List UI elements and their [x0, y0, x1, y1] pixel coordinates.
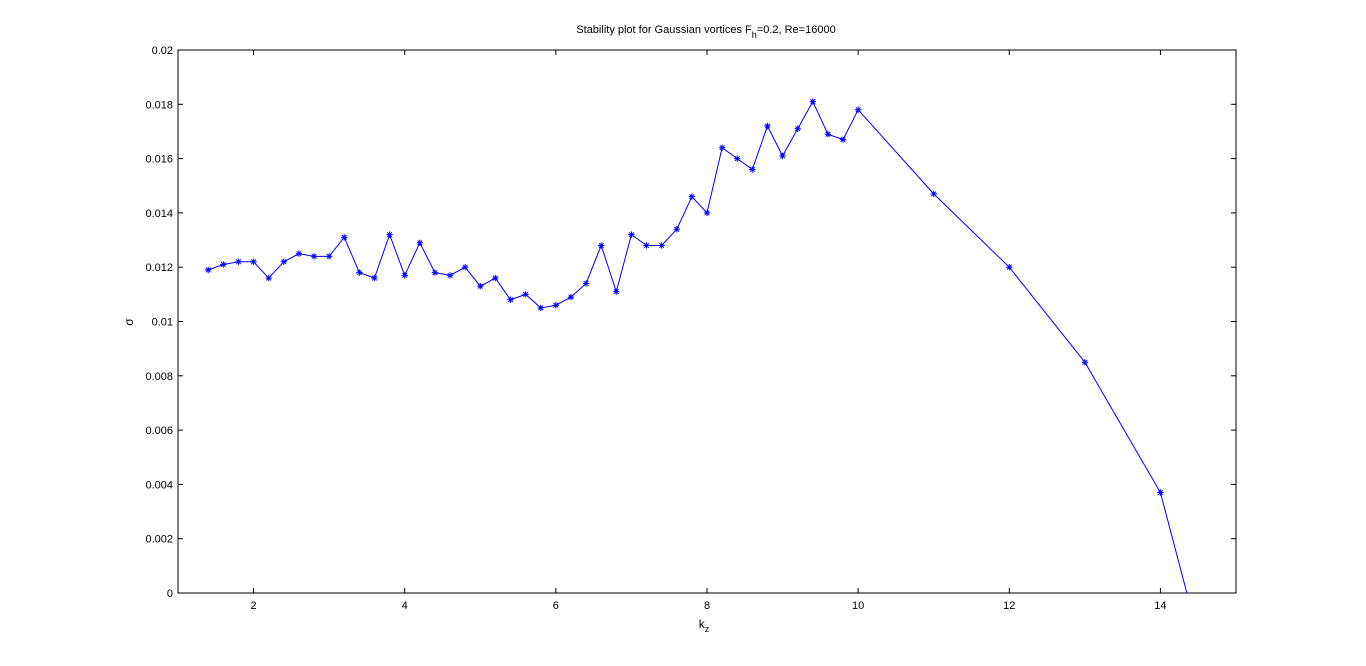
- data-point: [734, 155, 741, 162]
- y-tick-label: 0.006: [145, 425, 173, 437]
- data-point: [386, 231, 393, 238]
- chart-title-suffix: =0.2, Re=16000: [757, 24, 836, 36]
- y-tick-label: 0.012: [145, 262, 173, 274]
- data-point: [492, 274, 499, 282]
- data-series: [205, 98, 1188, 594]
- data-point: [265, 274, 272, 282]
- x-tick-label: 14: [1154, 600, 1166, 612]
- data-point: [567, 293, 575, 301]
- x-tick-label: 8: [704, 600, 710, 612]
- y-tick-label: 0.018: [145, 99, 173, 111]
- data-point: [613, 288, 620, 295]
- y-tick-label: 0: [167, 588, 173, 600]
- data-point: [794, 125, 801, 132]
- x-tick-label: 2: [251, 600, 257, 612]
- data-point: [310, 253, 318, 260]
- data-point: [703, 209, 711, 217]
- data-point: [220, 261, 227, 268]
- data-point: [446, 272, 454, 279]
- data-point: [356, 269, 363, 276]
- data-point: [1081, 359, 1089, 366]
- data-point: [477, 283, 484, 290]
- data-point: [507, 296, 514, 303]
- x-axis-ticks: 2 4 6 8 10 12 14: [251, 50, 1167, 612]
- y-tick-label: 0.02: [152, 45, 173, 57]
- x-tick-label: 12: [1003, 600, 1015, 612]
- data-point: [371, 274, 378, 282]
- data-point: [658, 242, 665, 249]
- data-point: [325, 253, 333, 260]
- data-point: [628, 231, 635, 238]
- data-point: [235, 258, 242, 265]
- data-point: [854, 106, 862, 113]
- data-point: [341, 234, 348, 241]
- y-tick-label: 0.014: [145, 208, 173, 220]
- plot-area: [177, 49, 1237, 594]
- data-point: [809, 98, 816, 105]
- data-point: [250, 258, 257, 265]
- x-tick-label: 10: [852, 600, 864, 612]
- data-point: [295, 250, 303, 257]
- data-point: [582, 280, 590, 287]
- data-point: [764, 122, 771, 130]
- x-axis-label-main: k: [699, 617, 706, 631]
- data-point: [537, 304, 544, 312]
- data-point: [824, 130, 832, 138]
- data-point: [552, 302, 560, 309]
- data-point: [930, 190, 937, 198]
- data-point: [643, 242, 650, 249]
- data-point: [779, 152, 786, 160]
- data-point: [673, 225, 680, 233]
- x-tick-label: 6: [553, 600, 559, 612]
- data-point: [1157, 489, 1164, 496]
- x-tick-label: 4: [402, 600, 408, 612]
- data-point: [718, 144, 726, 151]
- y-tick-label: 0.01: [152, 317, 173, 329]
- data-point: [688, 193, 696, 200]
- data-point: [431, 269, 439, 276]
- data-point: [749, 166, 756, 173]
- y-tick-label: 0.016: [145, 154, 173, 166]
- y-tick-label: 0.008: [145, 371, 173, 383]
- data-point: [280, 258, 287, 265]
- data-point: [461, 264, 469, 271]
- data-point: [401, 272, 408, 279]
- x-axis-label-subscript: z: [705, 624, 710, 634]
- chart-title: Stability plot for Gaussian vortices Fh=…: [576, 24, 835, 40]
- series-line-tail: [1159, 492, 1188, 594]
- y-axis-ticks: 0 0.002 0.004 0.006 0.008 0.01 0.012 0.014 0.016…: [145, 45, 1236, 600]
- y-axis-label: σ: [122, 318, 136, 326]
- y-tick-label: 0.002: [145, 534, 173, 546]
- x-axis-label: kz: [699, 617, 710, 634]
- data-point: [839, 136, 847, 143]
- data-point: [205, 266, 212, 274]
- data-point: [416, 239, 424, 246]
- chart-title-subscript: h: [752, 30, 757, 40]
- y-tick-label: 0.004: [145, 479, 173, 491]
- data-point: [522, 291, 529, 298]
- data-point: [598, 242, 605, 249]
- data-point: [1006, 264, 1013, 271]
- chart-title-main: Stability plot for Gaussian vortices F: [576, 24, 752, 36]
